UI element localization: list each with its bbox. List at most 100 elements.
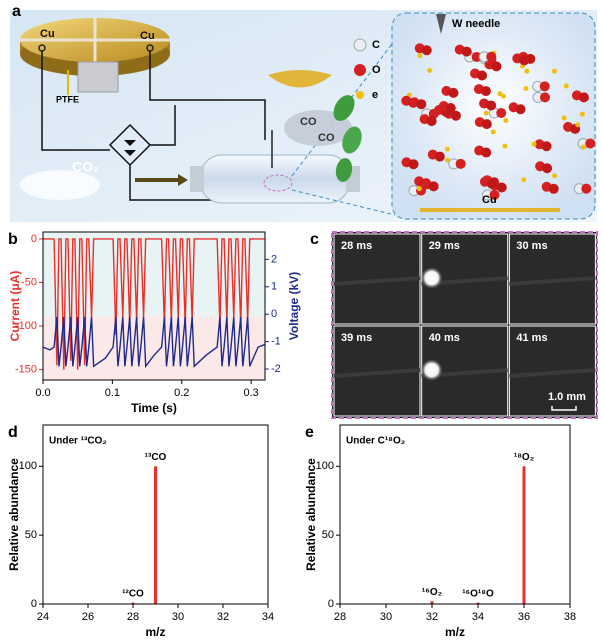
oxygen-atom (481, 147, 492, 158)
y2-tick-label: 2 (271, 253, 277, 265)
oxygen-atom (585, 138, 596, 149)
x-tick-label: 34 (262, 611, 274, 623)
y2-tick-label: -1 (271, 336, 281, 348)
y-tick-label: 0 (328, 598, 334, 610)
panel-label: b (8, 231, 18, 248)
product-label: CO (318, 132, 335, 144)
product-cloud (284, 110, 352, 146)
frame-label: 40 ms (429, 332, 460, 344)
y-tick-label: 50 (25, 529, 37, 541)
scale-bar (551, 406, 577, 411)
discharge-zone (263, 174, 293, 192)
disc-label: Cu (140, 30, 155, 42)
electron (531, 141, 537, 147)
oxygen-atom (481, 119, 492, 130)
oxygen-atom (448, 87, 459, 98)
needle-label: W needle (452, 18, 500, 30)
x-tick-label: 36 (518, 611, 530, 623)
frame-label: 30 ms (516, 240, 547, 252)
electron (521, 177, 527, 183)
oxygen-atom (486, 100, 497, 111)
oxygen-atom (450, 110, 461, 121)
oxygen-atom (539, 81, 550, 92)
electron (552, 173, 558, 179)
annotation: Under C¹⁸O₂ (346, 436, 405, 447)
plot-frame (42, 424, 269, 605)
frame-label: 39 ms (341, 332, 372, 344)
peak-label: ¹⁶O₂ (422, 587, 442, 598)
needle-shadow (509, 276, 596, 286)
y-tick-label: 0 (31, 233, 37, 245)
x-axis-label: m/z (145, 625, 165, 639)
discharge-flash (420, 359, 443, 381)
atom-cloud (401, 43, 596, 201)
y-axis-label: Current (μA) (8, 271, 22, 342)
oxygen-atom (515, 104, 526, 115)
legend-label: O (372, 64, 381, 76)
panel-label: a (12, 3, 21, 20)
y-tick-label: -50 (21, 276, 37, 288)
x-tick-label: 24 (37, 611, 49, 623)
oxygen-atom (548, 183, 559, 194)
frame-label: 28 ms (341, 240, 372, 252)
oxygen-atom (428, 181, 439, 192)
legend-atom (353, 38, 367, 52)
needle-shadow (333, 368, 421, 378)
gas-label: CO₂ (72, 159, 99, 175)
electron (416, 186, 422, 192)
electron (500, 93, 506, 99)
electrode-label: Cu (482, 194, 497, 206)
electron (497, 91, 503, 97)
legend-atom (354, 64, 366, 76)
oxygen-atom (480, 86, 491, 97)
y2-axis-label: Voltage (kV) (287, 272, 301, 340)
y-tick-label: -100 (15, 320, 37, 332)
electron (427, 68, 433, 74)
oxygen-atom (486, 51, 497, 62)
x-tick-label: 26 (82, 611, 94, 623)
y2-tick-label: 0 (271, 308, 277, 320)
reactor-tube (199, 154, 351, 204)
y2-tick-label: 1 (271, 281, 277, 293)
legend-label: e (372, 89, 378, 101)
plot-frame (339, 424, 571, 605)
y-tick-label: 50 (322, 529, 334, 541)
panel-label: c (310, 231, 319, 248)
x-tick-label: 0.2 (174, 387, 189, 399)
oxygen-atom (496, 108, 507, 119)
needle-shadow (333, 276, 421, 286)
bowl (268, 70, 332, 88)
oxygen-atom (426, 116, 437, 127)
gas-arrow-head (178, 174, 188, 186)
panel-label: e (305, 424, 314, 441)
peak (476, 602, 480, 604)
series-line (43, 238, 265, 370)
oxygen-atom (581, 183, 592, 194)
frame-label: 29 ms (429, 240, 460, 252)
electron (444, 146, 450, 152)
peak (131, 602, 135, 604)
panel-label: d (8, 424, 18, 441)
oxygen-atom (491, 61, 502, 72)
oxygen-atom (434, 151, 445, 162)
electron (563, 83, 569, 89)
w-needle (436, 14, 446, 34)
product-label: CO (300, 116, 317, 128)
insulator-label: PTFE (56, 94, 79, 104)
y-tick-label: 100 (316, 460, 334, 472)
oxygen-atom (542, 163, 553, 174)
oxygen-atom (445, 103, 456, 114)
schematic (10, 10, 597, 222)
electron (561, 115, 567, 121)
y2-tick-label: -2 (271, 363, 281, 375)
oxygen-atom (578, 92, 589, 103)
x-axis-label: Time (s) (131, 401, 177, 415)
x-tick-label: 30 (380, 611, 392, 623)
x-tick-label: 32 (217, 611, 229, 623)
circuit-wire (41, 51, 266, 201)
electron (503, 118, 509, 124)
x-tick-label: 0.0 (35, 387, 50, 399)
x-tick-label: 28 (334, 611, 346, 623)
cu-electrode (420, 208, 560, 212)
